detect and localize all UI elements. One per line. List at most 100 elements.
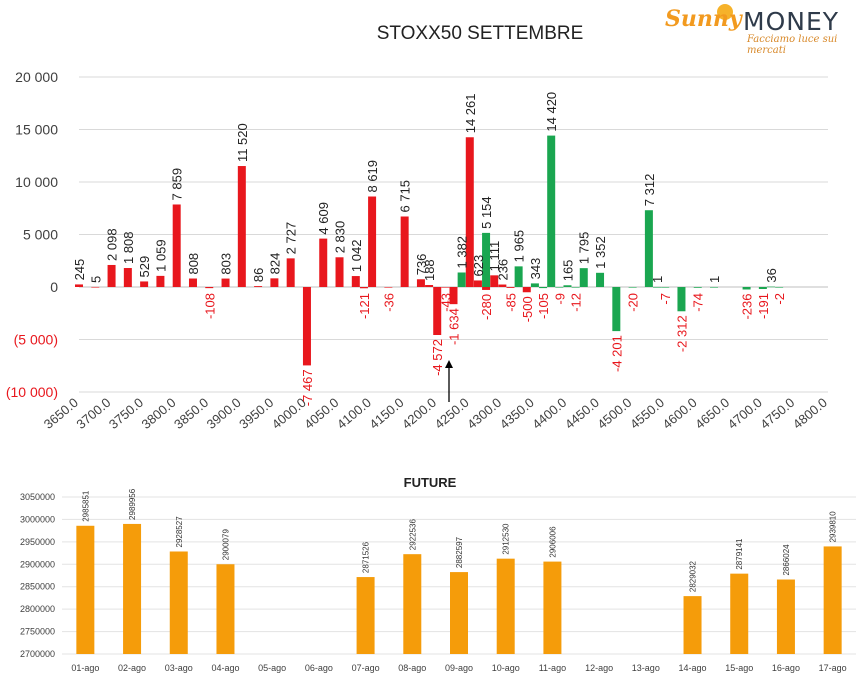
- data-label: -191: [756, 293, 771, 319]
- bar: [403, 554, 422, 654]
- data-label: -236: [740, 293, 755, 319]
- data-label: 808: [186, 253, 201, 275]
- bar: [172, 204, 181, 287]
- bar: [433, 287, 442, 336]
- y-tick-label: 3000000: [20, 514, 55, 524]
- x-tick-label: 4400.0: [529, 395, 569, 432]
- data-label: 1 059: [153, 239, 168, 272]
- bar: [416, 279, 425, 287]
- data-label: 4 609: [316, 202, 331, 235]
- data-label: 343: [528, 258, 543, 280]
- bar: [351, 276, 360, 287]
- data-label: 736: [414, 254, 429, 276]
- bar: [563, 285, 572, 287]
- data-label: -20: [626, 293, 641, 312]
- data-label: 86: [251, 268, 266, 282]
- data-label: -500: [520, 296, 535, 322]
- data-label: 245: [72, 259, 87, 281]
- bar: [612, 287, 621, 332]
- bar: [302, 287, 311, 366]
- data-label: -43: [438, 293, 453, 312]
- data-label: 2866024: [782, 544, 791, 576]
- x-tick-label: 07-ago: [352, 663, 380, 673]
- bar: [449, 287, 458, 305]
- y-tick-label: 0: [50, 279, 58, 295]
- y-tick-label: (5 000): [14, 332, 58, 348]
- bar: [776, 579, 795, 654]
- data-label: 2879141: [735, 538, 744, 570]
- logo-word-sunny: Sunny: [665, 6, 742, 32]
- data-label: 623: [471, 255, 486, 277]
- x-tick-label: 13-ago: [632, 663, 660, 673]
- bar: [400, 216, 409, 287]
- data-label: 2922536: [408, 518, 417, 550]
- y-tick-label: 2950000: [20, 537, 55, 547]
- future-chart-title: FUTURE: [404, 475, 457, 490]
- bar: [221, 278, 230, 287]
- bar: [571, 287, 580, 288]
- x-tick-label: 08-ago: [398, 663, 426, 673]
- bar: [123, 268, 132, 287]
- data-label: 2900079: [221, 529, 230, 561]
- bar: [450, 572, 468, 654]
- x-tick-label: 3800.0: [139, 395, 179, 432]
- bar: [254, 286, 263, 287]
- bar: [140, 281, 149, 287]
- x-tick-label: 09-ago: [445, 663, 473, 673]
- x-tick-label: 3850.0: [171, 395, 211, 432]
- bar: [677, 287, 686, 312]
- x-tick-label: 3750.0: [106, 395, 146, 432]
- data-label: -9: [552, 293, 567, 305]
- data-label: -280: [479, 294, 494, 320]
- bar: [693, 287, 702, 288]
- data-label: 6 715: [398, 180, 413, 213]
- bar: [169, 551, 188, 654]
- bar: [205, 287, 214, 289]
- x-tick-label: 4500.0: [594, 395, 634, 432]
- bar: [742, 287, 751, 290]
- data-label: 2882597: [455, 536, 464, 568]
- bar: [555, 287, 564, 288]
- data-label: -7 467: [300, 369, 315, 406]
- bar: [579, 268, 588, 287]
- data-label: -1 634: [447, 308, 462, 345]
- data-label: 1: [650, 276, 665, 283]
- data-label: 7 312: [642, 174, 657, 207]
- data-label: 14 261: [463, 93, 478, 133]
- x-tick-label: 4750.0: [757, 395, 797, 432]
- x-tick-label: 3950.0: [236, 395, 276, 432]
- data-label: 2912530: [502, 523, 511, 555]
- bar: [514, 266, 523, 287]
- data-label: -105: [536, 293, 551, 319]
- data-label: 2939810: [829, 511, 838, 543]
- bar: [628, 287, 637, 288]
- x-tick-label: 12-ago: [585, 663, 613, 673]
- data-label: 2928527: [175, 516, 184, 548]
- bar: [270, 278, 279, 287]
- bar: [775, 287, 784, 288]
- data-label: 1: [707, 276, 722, 283]
- data-label: 1 965: [512, 230, 527, 263]
- x-tick-label: 3900.0: [204, 395, 244, 432]
- x-tick-label: 4150.0: [366, 395, 406, 432]
- bar: [384, 287, 393, 288]
- bar: [237, 166, 246, 287]
- bar: [441, 287, 450, 288]
- y-tick-label: 2900000: [20, 559, 55, 569]
- y-tick-label: 2800000: [20, 604, 55, 614]
- x-tick-label: 10-ago: [492, 663, 520, 673]
- x-tick-label: 15-ago: [725, 663, 753, 673]
- bar: [368, 196, 377, 287]
- bar: [767, 286, 776, 288]
- x-tick-label: 4450.0: [562, 395, 602, 432]
- bar: [596, 272, 605, 287]
- x-tick-label: 4350.0: [497, 395, 537, 432]
- bar: [425, 285, 434, 287]
- data-label: -4 201: [609, 335, 624, 372]
- data-label: 2 727: [284, 222, 299, 255]
- y-tick-label: 20 000: [15, 69, 58, 85]
- data-label: 824: [267, 253, 282, 275]
- bar: [547, 135, 556, 287]
- bar: [473, 280, 482, 287]
